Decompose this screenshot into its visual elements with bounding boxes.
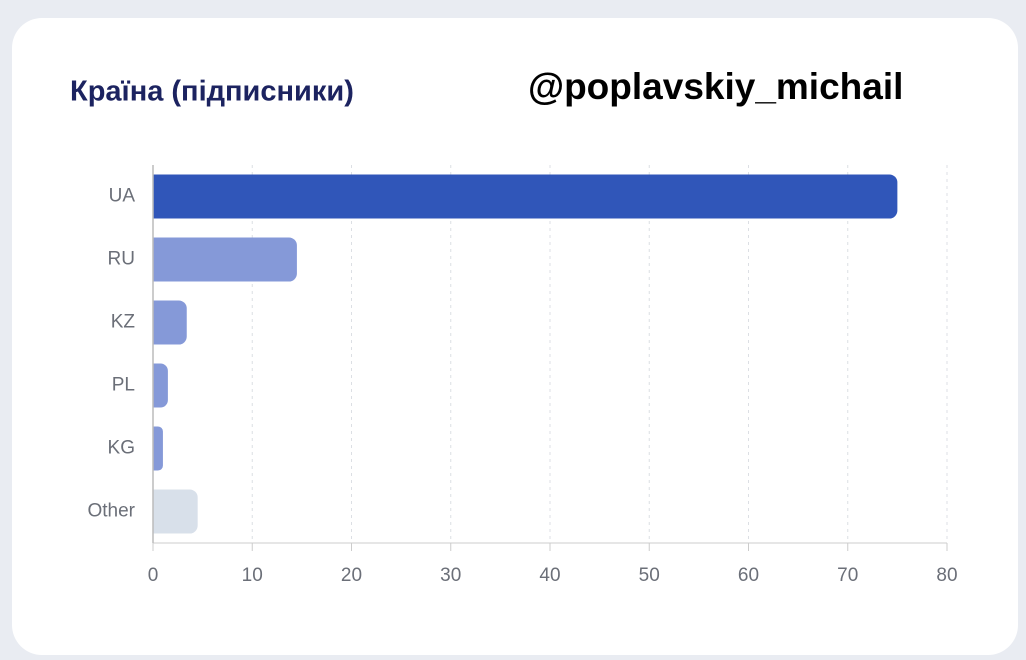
bar bbox=[153, 489, 198, 534]
y-tick-label: RU bbox=[108, 249, 135, 270]
bar bbox=[153, 363, 168, 408]
x-tick-label: 60 bbox=[738, 565, 759, 586]
y-tick-label: KG bbox=[108, 438, 135, 459]
x-tick-label: 0 bbox=[148, 565, 159, 586]
y-tick-label: KZ bbox=[111, 312, 136, 333]
bar bbox=[153, 174, 898, 219]
y-tick-label: UA bbox=[109, 186, 136, 207]
x-tick-label: 50 bbox=[639, 565, 660, 586]
bar bbox=[153, 237, 297, 282]
chart-title: Країна (підписники) bbox=[70, 76, 354, 108]
bar bbox=[153, 426, 163, 471]
y-tick-label: Other bbox=[87, 501, 135, 522]
x-tick-label: 80 bbox=[936, 565, 957, 586]
x-tick-label: 20 bbox=[341, 565, 362, 586]
watermark: @poplavskiy_michail bbox=[528, 66, 903, 107]
x-tick-label: 30 bbox=[440, 565, 461, 586]
x-tick-label: 70 bbox=[837, 565, 858, 586]
x-tick-label: 40 bbox=[539, 565, 560, 586]
x-tick-label: 10 bbox=[242, 565, 263, 586]
bar bbox=[153, 300, 187, 345]
y-tick-label: PL bbox=[112, 375, 135, 396]
